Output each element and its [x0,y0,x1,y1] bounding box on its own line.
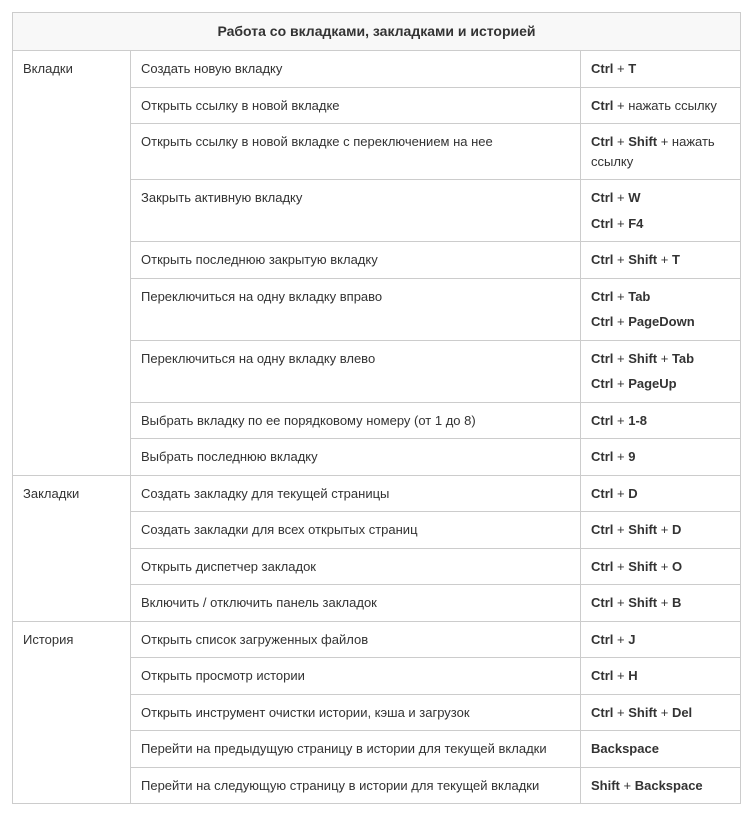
shortcut-line: Ctrl + Shift + нажать ссылку [591,132,730,171]
shortcuts-table: Работа со вкладками, закладками и истори… [12,12,741,804]
action-cell: Открыть ссылку в новой вкладке с переклю… [131,124,581,180]
section-cell: История [13,621,131,804]
shortcut-cell: Ctrl + нажать ссылку [581,87,741,124]
shortcut-cell: Shift + Backspace [581,767,741,804]
shortcut-line: Ctrl + 1-8 [591,411,730,431]
shortcut-line: Ctrl + T [591,59,730,79]
shortcut-line: Ctrl + PageUp [591,374,730,394]
shortcut-line: Ctrl + Shift + D [591,520,730,540]
shortcut-cell: Ctrl + Tab Ctrl + PageDown [581,278,741,340]
shortcut-line: Ctrl + Shift + B [591,593,730,613]
shortcut-line: Ctrl + D [591,484,730,504]
shortcut-line: Ctrl + 9 [591,447,730,467]
shortcut-cell: Ctrl + T [581,51,741,88]
shortcut-line: Ctrl + нажать ссылку [591,96,730,116]
shortcut-cell: Ctrl + H [581,658,741,695]
shortcut-line: Ctrl + Shift + O [591,557,730,577]
table-title: Работа со вкладками, закладками и истори… [13,13,741,51]
shortcut-cell: Ctrl + Shift + нажать ссылку [581,124,741,180]
shortcut-cell: Ctrl + Shift + Del [581,694,741,731]
table-row: ЗакладкиСоздать закладку для текущей стр… [13,475,741,512]
table-row: ВкладкиСоздать новую вкладкуCtrl + T [13,51,741,88]
shortcut-cell: Ctrl + 1-8 [581,402,741,439]
action-cell: Переключиться на одну вкладку вправо [131,278,581,340]
shortcut-line: Backspace [591,739,730,759]
action-cell: Выбрать вкладку по ее порядковому номеру… [131,402,581,439]
shortcut-cell: Ctrl + Shift + Tab Ctrl + PageUp [581,340,741,402]
shortcut-line: Ctrl + H [591,666,730,686]
shortcut-cell: Ctrl + Shift + B [581,585,741,622]
action-cell: Включить / отключить панель закладок [131,585,581,622]
shortcut-cell: Backspace [581,731,741,768]
shortcut-line: Ctrl + Shift + Tab [591,349,730,369]
action-cell: Создать закладки для всех открытых стран… [131,512,581,549]
shortcut-line: Shift + Backspace [591,776,730,796]
shortcut-cell: Ctrl + Shift + T [581,242,741,279]
shortcut-cell: Ctrl + D [581,475,741,512]
shortcut-cell: Ctrl + W Ctrl + F4 [581,180,741,242]
section-cell: Закладки [13,475,131,621]
shortcut-line: Ctrl + Tab [591,287,730,307]
shortcut-line: Ctrl + J [591,630,730,650]
shortcut-cell: Ctrl + Shift + O [581,548,741,585]
action-cell: Открыть последнюю закрытую вкладку [131,242,581,279]
action-cell: Закрыть активную вкладку [131,180,581,242]
action-cell: Создать новую вкладку [131,51,581,88]
table-row: ИсторияОткрыть список загруженных файлов… [13,621,741,658]
shortcut-line: Ctrl + F4 [591,214,730,234]
action-cell: Создать закладку для текущей страницы [131,475,581,512]
section-cell: Вкладки [13,51,131,476]
shortcut-line: Ctrl + Shift + T [591,250,730,270]
shortcut-cell: Ctrl + J [581,621,741,658]
action-cell: Открыть диспетчер закладок [131,548,581,585]
action-cell: Перейти на следующую страницу в истории … [131,767,581,804]
action-cell: Перейти на предыдущую страницу в истории… [131,731,581,768]
action-cell: Открыть список загруженных файлов [131,621,581,658]
shortcut-line: Ctrl + Shift + Del [591,703,730,723]
shortcut-cell: Ctrl + Shift + D [581,512,741,549]
shortcut-cell: Ctrl + 9 [581,439,741,476]
action-cell: Открыть инструмент очистки истории, кэша… [131,694,581,731]
shortcut-line: Ctrl + W [591,188,730,208]
action-cell: Открыть ссылку в новой вкладке [131,87,581,124]
shortcut-line: Ctrl + PageDown [591,312,730,332]
action-cell: Открыть просмотр истории [131,658,581,695]
action-cell: Выбрать последнюю вкладку [131,439,581,476]
action-cell: Переключиться на одну вкладку влево [131,340,581,402]
